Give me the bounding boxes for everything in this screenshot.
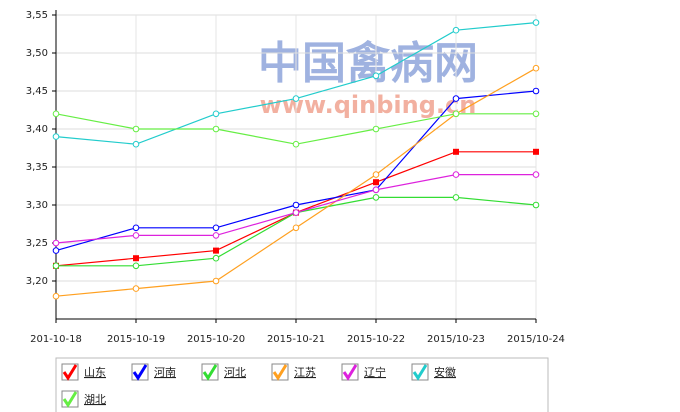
marker: [212, 224, 220, 232]
y-tick-label: 3,55: [26, 10, 48, 21]
y-tick-label: 3,25: [26, 238, 48, 249]
x-tick-label: 2015-10-19: [107, 334, 165, 345]
legend-check: [342, 364, 358, 381]
marker: [292, 209, 300, 216]
marker: [533, 148, 539, 155]
watermark-title: 中国禽病网: [258, 38, 478, 89]
marker: [52, 239, 60, 247]
marker: [453, 148, 459, 155]
marker: [52, 133, 60, 140]
x-tick-label: 2015-10-22: [347, 334, 405, 345]
y-tick-label: 3,20: [26, 276, 48, 287]
legend-check: [202, 364, 218, 381]
legend-label[interactable]: 辽宁: [364, 365, 386, 379]
marker: [52, 262, 60, 270]
marker: [532, 87, 540, 95]
marker: [213, 247, 219, 254]
marker: [532, 171, 540, 178]
marker: [532, 201, 540, 209]
marker: [532, 64, 540, 72]
marker: [212, 254, 220, 262]
marker: [52, 247, 60, 254]
y-tick-label: 3,50: [26, 48, 48, 59]
legend-label[interactable]: 河南: [154, 366, 176, 379]
marker: [372, 125, 380, 133]
y-tick-label: 3,40: [26, 124, 48, 135]
legend-label[interactable]: 湖北: [84, 393, 106, 406]
x-tick-label: 201-10-18: [30, 334, 82, 345]
marker: [372, 194, 380, 201]
marker: [292, 95, 300, 102]
marker: [132, 285, 140, 292]
marker: [212, 232, 220, 239]
marker: [292, 224, 300, 232]
watermark-url: www.qinbing.cn: [260, 91, 477, 119]
legend-check: [62, 391, 78, 408]
marker: [452, 110, 460, 118]
marker: [452, 194, 460, 201]
marker: [372, 186, 380, 194]
legend-label[interactable]: 河北: [224, 366, 246, 379]
marker: [452, 95, 460, 102]
marker: [452, 171, 460, 178]
x-tick-label: 2015/10-23: [427, 334, 485, 345]
marker: [132, 262, 140, 270]
x-tick-label: 2015-10-20: [187, 334, 245, 345]
marker: [132, 232, 140, 239]
marker: [132, 140, 140, 148]
legend-check: [412, 364, 428, 381]
legend-label[interactable]: 安徽: [434, 365, 456, 379]
marker: [133, 255, 139, 262]
legend-check: [272, 364, 288, 381]
legend-box: [55, 357, 549, 412]
x-tick-label: 2015/10-24: [507, 334, 565, 345]
marker: [532, 19, 540, 26]
marker: [292, 201, 300, 209]
marker: [292, 140, 300, 148]
marker: [212, 277, 220, 285]
y-tick-label: 3,35: [26, 162, 48, 173]
legend-check: [132, 364, 148, 381]
marker: [132, 224, 140, 232]
marker: [212, 110, 220, 118]
legend-label[interactable]: 山东: [84, 366, 106, 379]
y-tick-label: 3,45: [26, 86, 48, 97]
marker: [52, 110, 60, 118]
marker: [52, 292, 60, 300]
marker: [452, 26, 460, 34]
marker: [373, 179, 379, 186]
y-tick-label: 3,30: [26, 200, 48, 211]
marker: [132, 125, 140, 133]
marker: [372, 171, 380, 178]
marker: [532, 110, 540, 118]
marker: [372, 72, 380, 80]
marker: [212, 125, 220, 133]
legend-check: [62, 364, 78, 381]
legend-label[interactable]: 江苏: [294, 366, 316, 379]
x-tick-label: 2015-10-21: [267, 334, 325, 345]
